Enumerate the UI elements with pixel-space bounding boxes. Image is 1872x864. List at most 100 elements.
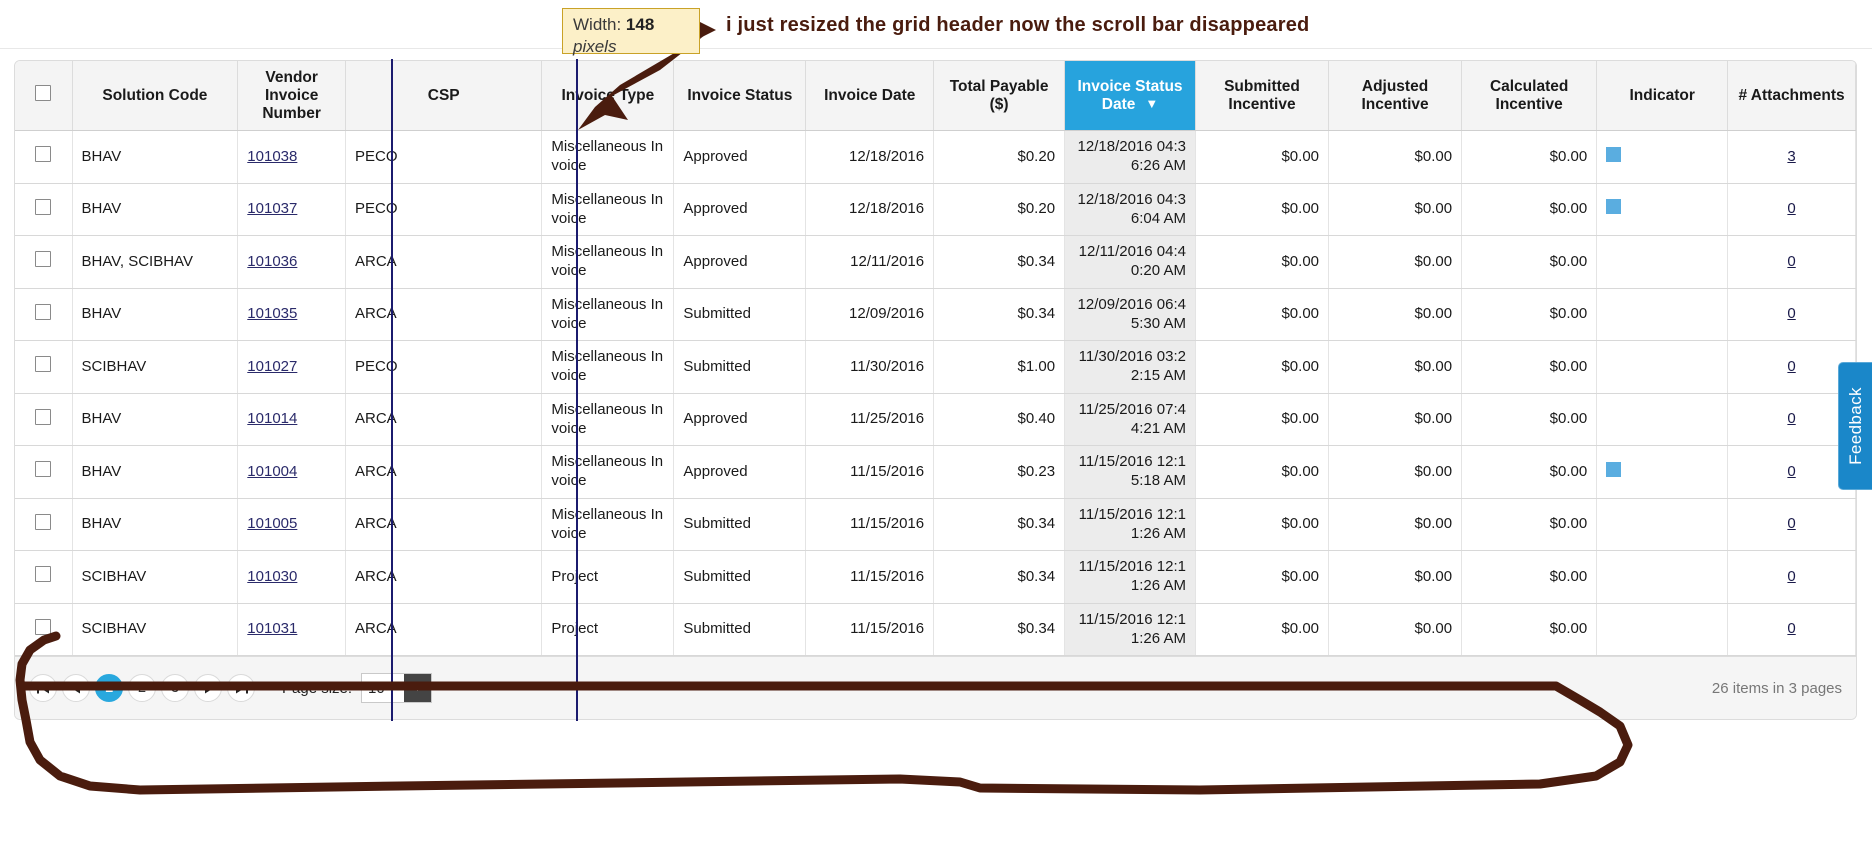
- cell-vendor-invoice-number[interactable]: 101037: [237, 183, 346, 237]
- vendor-invoice-link[interactable]: 101031: [247, 620, 298, 638]
- row-select-cell[interactable]: [15, 183, 73, 237]
- header-indicator[interactable]: Indicator: [1596, 61, 1729, 132]
- row-select-cell[interactable]: [15, 288, 73, 342]
- row-select-cell[interactable]: [15, 393, 73, 447]
- row-select-cell[interactable]: [15, 130, 73, 184]
- row-select-cell[interactable]: [15, 235, 73, 289]
- feedback-tab[interactable]: Feedback: [1838, 362, 1872, 490]
- vendor-invoice-link[interactable]: 101035: [247, 305, 298, 323]
- attachments-link[interactable]: 0: [1787, 410, 1796, 428]
- cell-vendor-invoice-number[interactable]: 101031: [237, 603, 346, 657]
- attachments-link[interactable]: 0: [1787, 305, 1796, 323]
- vendor-invoice-link[interactable]: 101038: [247, 147, 298, 165]
- page-button-2[interactable]: 2: [128, 674, 156, 703]
- cell-vendor-invoice-number[interactable]: 101035: [237, 288, 346, 342]
- attachments-link[interactable]: 0: [1787, 620, 1796, 638]
- attachments-link[interactable]: 0: [1787, 515, 1796, 533]
- vendor-invoice-link[interactable]: 101027: [247, 357, 298, 375]
- header-adjusted-incentive[interactable]: Adjusted Incentive: [1328, 61, 1463, 132]
- row-select-cell[interactable]: [15, 340, 73, 394]
- page-size-select[interactable]: 10 ▼: [361, 673, 433, 704]
- row-select-cell[interactable]: [15, 603, 73, 657]
- row-select-cell[interactable]: [15, 550, 73, 604]
- header-select-all[interactable]: [15, 61, 73, 132]
- cell-vendor-invoice-number[interactable]: 101027: [237, 340, 346, 394]
- next-page-button[interactable]: [194, 674, 222, 703]
- cell-attachments[interactable]: 0: [1727, 183, 1856, 237]
- header-calculated-incentive[interactable]: Calculated Incentive: [1461, 61, 1598, 132]
- table-row[interactable]: BHAV, SCIBHAV 101036 ARCA Miscellaneous Inv…: [15, 235, 1856, 289]
- attachments-link[interactable]: 0: [1787, 252, 1796, 270]
- vendor-invoice-link[interactable]: 101037: [247, 200, 298, 218]
- header-submitted-incentive[interactable]: Submitted Incentive: [1195, 61, 1330, 132]
- invoice-type-value: Miscellaneous Invoice: [551, 453, 664, 490]
- attachments-link[interactable]: 3: [1787, 147, 1796, 165]
- row-select-cell[interactable]: [15, 445, 73, 499]
- header-attachments[interactable]: # Attachments: [1727, 61, 1856, 132]
- first-page-button[interactable]: [29, 674, 57, 703]
- header-invoice-type[interactable]: Invoice Type: [541, 61, 675, 132]
- cell-vendor-invoice-number[interactable]: 101030: [237, 550, 346, 604]
- table-row[interactable]: SCIBHAV 101031 ARCA Project Submitted 11/15/2…: [15, 603, 1856, 657]
- table-row[interactable]: BHAV 101035 ARCA Miscellaneous Invoice Submi…: [15, 288, 1856, 342]
- cell-vendor-invoice-number[interactable]: 101004: [237, 445, 346, 499]
- attachments-link[interactable]: 0: [1787, 462, 1796, 480]
- row-checkbox[interactable]: [35, 566, 52, 583]
- vendor-invoice-link[interactable]: 101014: [247, 410, 298, 428]
- cell-attachments[interactable]: 0: [1727, 235, 1856, 289]
- vendor-invoice-link[interactable]: 101005: [247, 515, 298, 533]
- page-button-1[interactable]: 1: [95, 674, 123, 703]
- row-checkbox[interactable]: [35, 408, 52, 425]
- last-page-button[interactable]: [227, 674, 255, 703]
- table-row[interactable]: BHAV 101005 ARCA Miscellaneous Invoice Submi…: [15, 498, 1856, 552]
- cell-attachments[interactable]: 0: [1727, 445, 1856, 499]
- cell-attachments[interactable]: 3: [1727, 130, 1856, 184]
- cell-vendor-invoice-number[interactable]: 101036: [237, 235, 346, 289]
- row-checkbox[interactable]: [35, 618, 52, 635]
- row-checkbox[interactable]: [35, 356, 52, 373]
- header-solution-code[interactable]: Solution Code: [72, 61, 239, 132]
- table-row[interactable]: BHAV 101038 PECO Miscellaneous Invoice Appro…: [15, 130, 1856, 184]
- row-checkbox[interactable]: [35, 198, 52, 215]
- attachments-link[interactable]: 0: [1787, 200, 1796, 218]
- row-checkbox[interactable]: [35, 146, 52, 163]
- row-checkbox[interactable]: [35, 461, 52, 478]
- previous-page-button[interactable]: [62, 674, 90, 703]
- row-checkbox[interactable]: [35, 303, 52, 320]
- vendor-invoice-link[interactable]: 101004: [247, 462, 298, 480]
- row-checkbox[interactable]: [35, 251, 52, 268]
- cell-attachments[interactable]: 0: [1727, 550, 1856, 604]
- cell-attachments[interactable]: 0: [1727, 288, 1856, 342]
- chevron-down-icon[interactable]: ▼: [404, 674, 432, 703]
- header-total-payable[interactable]: Total Payable ($): [933, 61, 1066, 132]
- invoice-status-date-value: 11/30/2016 03:22:15 AM: [1078, 348, 1186, 385]
- attachments-link[interactable]: 0: [1787, 567, 1796, 585]
- header-invoice-date[interactable]: Invoice Date: [805, 61, 935, 132]
- table-row[interactable]: SCIBHAV 101030 ARCA Project Submitted 11/15/2…: [15, 550, 1856, 604]
- cell-vendor-invoice-number[interactable]: 101005: [237, 498, 346, 552]
- cell-vendor-invoice-number[interactable]: 101038: [237, 130, 346, 184]
- row-select-cell[interactable]: [15, 498, 73, 552]
- header-vendor-invoice-number[interactable]: Vendor Invoice Number: [237, 61, 346, 132]
- table-row[interactable]: BHAV 101037 PECO Miscellaneous Invoice Appro…: [15, 183, 1856, 237]
- page-size-value[interactable]: 10: [362, 674, 405, 703]
- row-checkbox[interactable]: [35, 513, 52, 530]
- cell-attachments[interactable]: 0: [1727, 340, 1856, 394]
- cell-attachments[interactable]: 0: [1727, 393, 1856, 447]
- vendor-invoice-link[interactable]: 101030: [247, 567, 298, 585]
- cell-invoice-status-date: 12/09/2016 06:45:30 AM: [1064, 288, 1196, 342]
- select-all-checkbox[interactable]: [35, 85, 52, 102]
- table-row[interactable]: BHAV 101014 ARCA Miscellaneous Invoice Appro…: [15, 393, 1856, 447]
- cell-attachments[interactable]: 0: [1727, 498, 1856, 552]
- header-invoice-status-date[interactable]: Invoice Status Date ▼: [1064, 61, 1196, 132]
- header-invoice-status[interactable]: Invoice Status: [673, 61, 807, 132]
- cell-vendor-invoice-number[interactable]: 101014: [237, 393, 346, 447]
- page-button-3[interactable]: 3: [161, 674, 189, 703]
- table-row[interactable]: BHAV 101004 ARCA Miscellaneous Invoice Appro…: [15, 445, 1856, 499]
- table-row[interactable]: SCIBHAV 101027 PECO Miscellaneous Invoice Su…: [15, 340, 1856, 394]
- cell-attachments[interactable]: 0: [1727, 603, 1856, 657]
- submitted-incentive-value: $0.00: [1281, 515, 1320, 533]
- attachments-link[interactable]: 0: [1787, 357, 1796, 375]
- header-csp[interactable]: CSP: [345, 61, 543, 132]
- vendor-invoice-link[interactable]: 101036: [247, 252, 298, 270]
